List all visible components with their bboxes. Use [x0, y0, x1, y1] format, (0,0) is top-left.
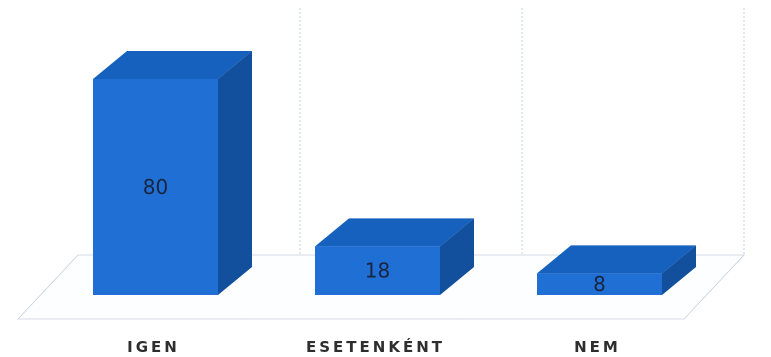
- bar-side: [218, 51, 252, 295]
- category-label-igen: IGEN: [127, 338, 180, 356]
- bar-esetenként: [315, 218, 474, 295]
- bar-top: [93, 51, 252, 79]
- category-label-nem: NEM: [574, 338, 621, 356]
- bar-front: [537, 273, 662, 295]
- bars: [93, 51, 696, 295]
- category-label-esetenként: ESETENKÉNT: [306, 337, 445, 356]
- labels: 80 IGEN 18 ESETENKÉNT 8 NEM: [127, 175, 621, 356]
- bar-top: [537, 245, 696, 274]
- data-label-nem: 8: [593, 272, 606, 296]
- data-label-igen: 80: [143, 175, 168, 199]
- data-label-esetenként: 18: [365, 259, 390, 283]
- bar-front: [93, 79, 218, 295]
- bar-front: [315, 246, 440, 295]
- bar-nem: [537, 245, 696, 295]
- bar-igen: [93, 51, 252, 295]
- bar-top: [315, 218, 474, 247]
- bar-side: [662, 245, 696, 295]
- bar-side: [440, 218, 474, 295]
